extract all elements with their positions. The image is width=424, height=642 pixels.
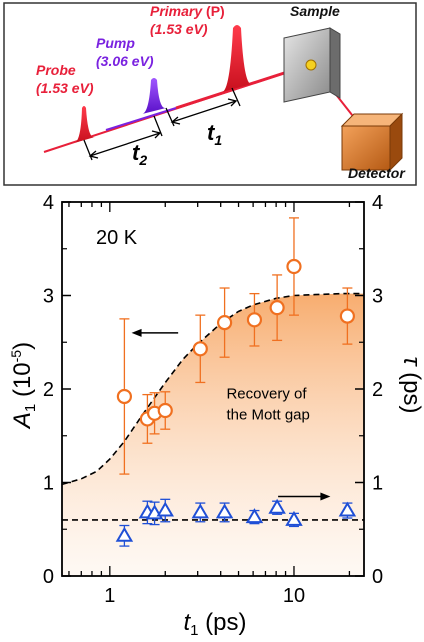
t1-label: t1	[207, 120, 222, 148]
y-right-axis-title: τ (ps)	[398, 357, 424, 414]
y-right-tick-label: 4	[372, 192, 383, 214]
tau-point	[156, 501, 174, 517]
t1-delay-marker	[165, 87, 241, 127]
x-axis-title: t1 (ps)	[183, 609, 246, 639]
amplitude-point	[339, 308, 355, 324]
y-left-tick-label: 2	[43, 379, 54, 401]
primary-pulse	[222, 25, 252, 92]
x-tick-label: 10	[283, 585, 305, 607]
amplitude-point	[116, 388, 132, 405]
detector-cube	[340, 112, 404, 172]
detector-label: Detector	[348, 165, 406, 181]
probe-energy: (1.53 eV)	[36, 80, 94, 96]
recovery-annotation: Recovery of	[226, 385, 307, 402]
tau-point	[268, 498, 286, 514]
tau-point	[191, 503, 210, 519]
y-right-tick-label: 1	[372, 473, 383, 495]
relaxation-chart: 0 0 1 1 2 2 3 3 4 4 1 10 20 K Recovery of the Mott ga…	[8, 192, 424, 639]
primary-label: Primary (P)	[150, 3, 225, 19]
right-axis-arrowhead	[320, 492, 331, 501]
tau-point	[115, 526, 134, 542]
amplitude-point	[157, 402, 173, 419]
recovery-shaded-area	[62, 293, 364, 576]
amplitude-point	[192, 341, 208, 357]
amplitude-point	[269, 300, 285, 316]
y-left-tick-label: 0	[43, 566, 54, 588]
amplitude-point	[216, 315, 233, 331]
t2-delay-marker	[83, 115, 163, 161]
amplitude-point	[246, 312, 263, 328]
experiment-schematic: Primary (P) (1.53 eV) Pump (3.06 eV) Pro…	[3, 2, 417, 186]
left-axis-arrowhead	[131, 328, 142, 337]
y-right-tick-label: 2	[372, 379, 383, 401]
t2-label: t2	[132, 140, 147, 168]
x-tick-label: 1	[104, 585, 115, 607]
amplitude-point	[286, 258, 302, 275]
y-right-tick-label: 3	[372, 286, 383, 308]
pump-beam	[105, 107, 177, 131]
tau-point	[338, 501, 357, 517]
tau-point	[245, 508, 264, 524]
tau-point	[215, 503, 234, 519]
sample-label: Sample	[290, 3, 340, 19]
y-right-tick-label: 0	[372, 566, 383, 588]
y-left-tick-label: 4	[43, 192, 54, 214]
recovery-annotation: the Mott gap	[226, 406, 309, 423]
y-left-tick-label: 3	[43, 286, 54, 308]
probe-pulse	[74, 106, 95, 143]
y-left-axis-title: A1 (10-5)	[8, 342, 39, 430]
y-left-tick-label: 1	[43, 473, 54, 495]
temperature-label: 20 K	[96, 227, 138, 249]
primary-energy: (1.53 eV)	[150, 21, 208, 37]
probe-label: Probe	[36, 62, 76, 78]
sample-plate	[283, 27, 341, 103]
pump-energy: (3.06 eV)	[96, 53, 154, 69]
tau-point	[285, 510, 303, 526]
pump-pulse	[142, 78, 166, 114]
pump-label: Pump	[96, 35, 135, 51]
